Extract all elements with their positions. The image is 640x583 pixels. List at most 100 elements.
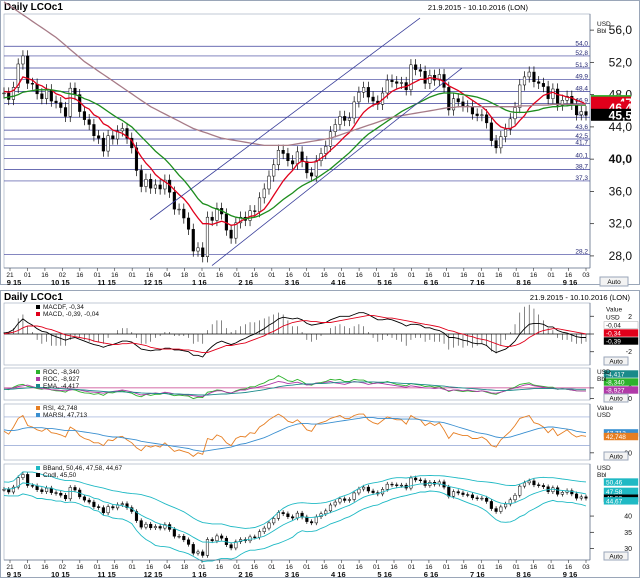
trend-channel-lower: [211, 67, 463, 266]
candle-body: [63, 494, 68, 500]
legend-swatch: [36, 466, 40, 470]
series-line-rsi-orange: [3, 413, 587, 457]
candle-body: [475, 113, 479, 116]
auto-button[interactable]: Auto: [603, 551, 629, 561]
level-label: 37,3: [575, 175, 588, 182]
x-day-label: 01: [198, 564, 206, 571]
x-day-label: 01: [408, 564, 416, 571]
candle-body: [234, 222, 238, 239]
indicator-badge: [603, 378, 639, 386]
series-line-macd-line: [3, 312, 586, 358]
x-month-label: 3 16: [285, 570, 300, 578]
candle-body: [158, 526, 162, 529]
candle-body: [45, 487, 49, 492]
auto-button[interactable]: Auto: [603, 393, 629, 403]
candle-body: [347, 117, 351, 121]
candle-body: [153, 184, 157, 189]
candle-body: [201, 551, 205, 556]
candle-body: [314, 516, 318, 524]
legend-swatch: [36, 305, 40, 309]
x-day-label: 01: [24, 564, 32, 571]
candle-body: [186, 539, 191, 545]
x-month-label: 10 15: [51, 278, 70, 287]
candle-body: [537, 81, 541, 84]
candle-body: [111, 135, 115, 140]
candle-body: [262, 188, 266, 199]
legend-swatch: [36, 377, 40, 381]
x-month-label: 6 16: [424, 570, 439, 578]
svg-text:Auto: Auto: [607, 279, 621, 286]
candle-body: [101, 137, 105, 152]
unit-label: Bbl: [597, 376, 607, 383]
x-day-label: 01: [268, 564, 276, 571]
x-day-label: 01: [94, 272, 102, 279]
candle-body: [191, 229, 195, 252]
legend-swatch: [36, 406, 40, 410]
unit-label: Value: [597, 405, 614, 412]
candle-body: [196, 551, 200, 554]
candle-body: [2, 92, 6, 95]
level-label: 49,9: [575, 73, 588, 80]
x-month-label: 9 16: [563, 570, 578, 578]
bottom-title: Daily LCOc1: [4, 292, 63, 303]
candle-body: [21, 55, 25, 65]
candle-body: [579, 496, 583, 499]
x-day-label: 16: [111, 564, 119, 571]
level-label: 48,4: [575, 85, 588, 92]
candle-body: [470, 494, 474, 499]
y-tick-label: 2: [628, 314, 632, 321]
auto-button[interactable]: Auto: [603, 356, 629, 366]
x-month-label: 1 16: [192, 570, 207, 578]
unit-label: USD: [597, 412, 611, 419]
candle-body: [399, 484, 404, 487]
level-label: 46,9: [575, 98, 588, 105]
candle-body: [68, 487, 72, 500]
candle-body: [461, 492, 465, 495]
candle-body: [305, 161, 309, 174]
x-day-label: 01: [268, 272, 276, 279]
candle-body: [253, 210, 257, 212]
indicator-badge-label: -8,340: [606, 379, 625, 386]
x-day-label: 01: [513, 272, 521, 279]
series-line-bb-upper: [3, 471, 587, 529]
candle-body: [518, 485, 522, 496]
x-day-label: 16: [41, 272, 49, 279]
x-day-label: 16: [41, 564, 49, 571]
candle-body: [205, 539, 210, 556]
candle-body: [527, 480, 531, 484]
series-line-ma-green: [3, 89, 586, 220]
indicator-badge: [603, 370, 639, 378]
candle-body: [73, 487, 77, 491]
auto-button[interactable]: Auto: [603, 451, 629, 461]
auto-button[interactable]: Auto: [599, 276, 629, 287]
level-label: 28,2: [575, 248, 588, 255]
candle-body: [229, 229, 233, 239]
candle-body: [556, 487, 560, 495]
x-day-label: 01: [547, 272, 555, 279]
candle-body: [418, 479, 422, 481]
x-day-label: 04: [163, 564, 171, 571]
x-day-label: 02: [59, 564, 67, 571]
candle-body: [560, 100, 564, 106]
series-line-signal-line: [3, 314, 587, 354]
x-month-label: 2 16: [238, 570, 253, 578]
candle-body: [262, 527, 266, 532]
candle-body: [281, 512, 285, 515]
plot-area: [3, 367, 591, 401]
x-day-label: 16: [111, 272, 119, 279]
candle-body: [253, 536, 257, 538]
price-badge-label: 45,5: [609, 108, 633, 122]
candle-body: [456, 98, 460, 103]
level-label: 51,3: [575, 62, 588, 69]
candle-body: [451, 98, 456, 111]
candle-body: [257, 197, 262, 212]
candle-body: [281, 150, 285, 154]
x-axis-bottom: 21 01 16 02 16 01 16 01 16 04 18 01 16 01 16 01 16 01 16 01…: [4, 559, 590, 579]
candle-body: [409, 64, 413, 91]
candle-body: [414, 64, 418, 70]
candle-body: [456, 491, 460, 494]
candle-body: [541, 485, 545, 488]
